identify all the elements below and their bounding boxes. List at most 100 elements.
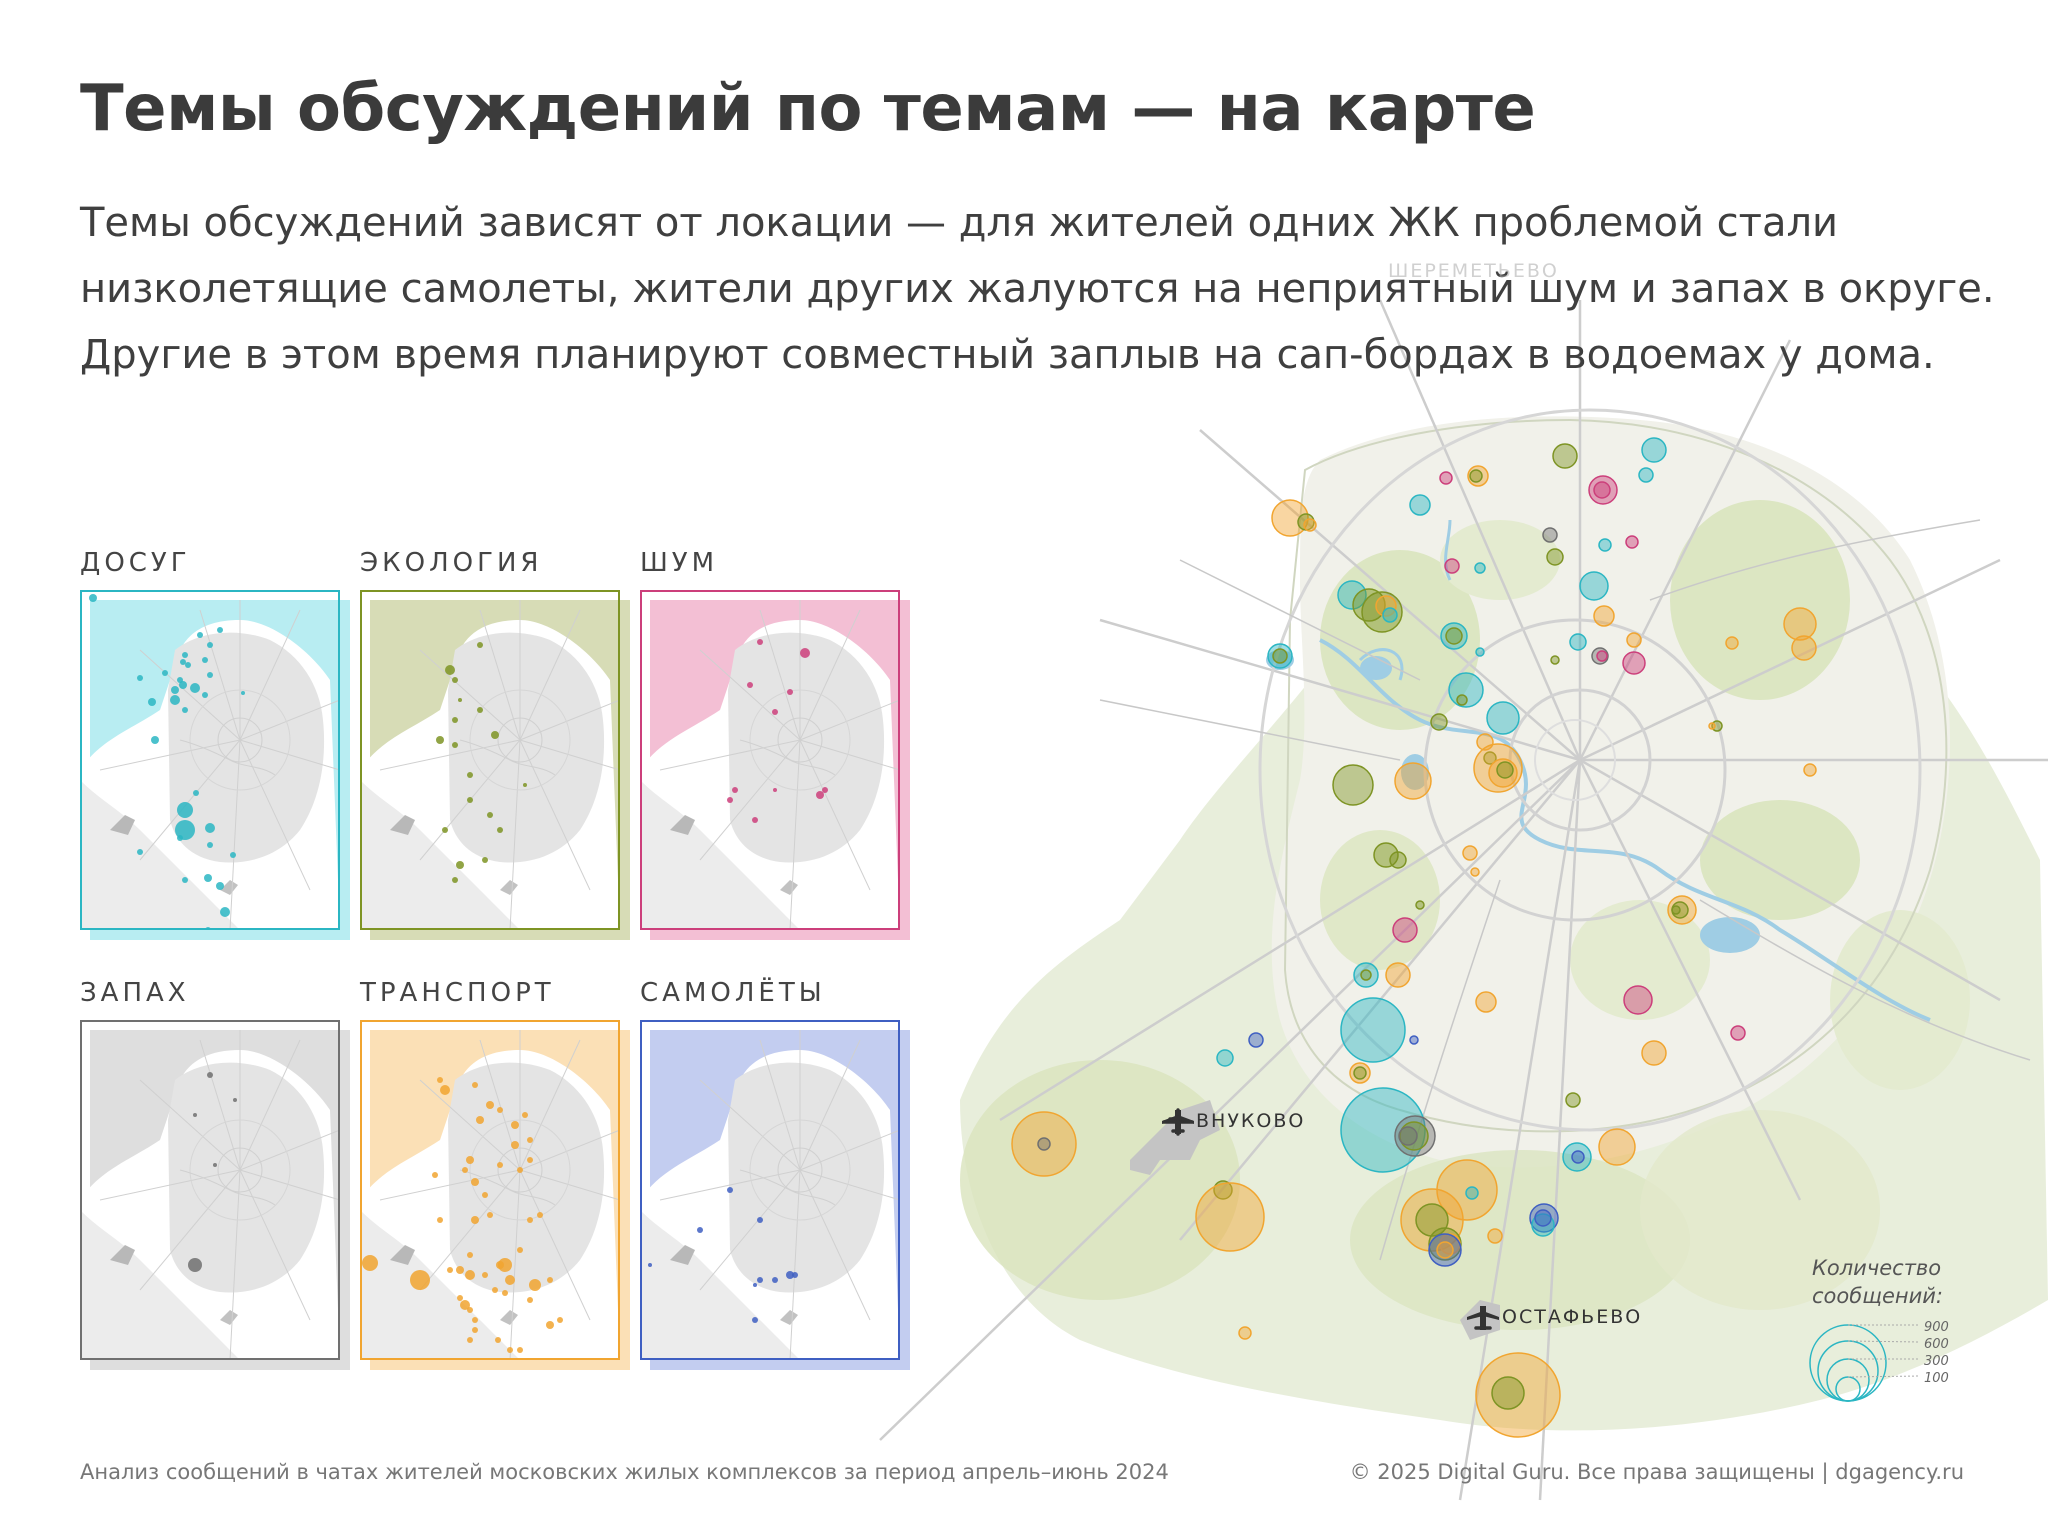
planes-bubble (1534, 1209, 1552, 1227)
panel-road (239, 1169, 311, 1321)
leisure-dot (204, 874, 212, 882)
legend-title-line: Количество (1812, 1256, 1942, 1280)
smell-bubble (1542, 527, 1558, 543)
leisure-bubble (1641, 437, 1667, 463)
noise-bubble (1588, 475, 1618, 505)
transport-dot (507, 1347, 513, 1353)
panel-label-smell: ЗАПАХ (80, 978, 190, 1008)
panel-ring-road (749, 689, 851, 791)
ecology-bubble (1496, 761, 1514, 779)
panel-road (509, 1169, 521, 1360)
panel-road (239, 1039, 301, 1171)
panel-road (519, 609, 581, 741)
panel-airport-shape (500, 1310, 518, 1325)
transport-bubble (1470, 867, 1480, 877)
noise-bubble (1623, 985, 1653, 1015)
transport-bubble (1400, 1188, 1464, 1252)
transport-bubble (1641, 1040, 1667, 1066)
noise-dot (800, 648, 810, 658)
leisure-bubble (1340, 997, 1406, 1063)
panel-border (360, 1020, 620, 1360)
transport-bubble (1238, 1326, 1252, 1340)
panel-border (640, 590, 900, 930)
panel-airport-shape (390, 815, 415, 835)
panel-map-noise (640, 590, 910, 940)
ostafyevo-airplane-icon (1467, 1306, 1499, 1330)
leisure-dot (170, 695, 180, 705)
leisure-dot (216, 882, 224, 890)
ecology-dot (436, 736, 444, 744)
leisure-bubble (1486, 701, 1520, 735)
transport-dot (467, 1252, 473, 1258)
panel-road (799, 1129, 900, 1171)
leisure-bubble (1340, 1087, 1426, 1173)
panel-road (699, 1169, 801, 1291)
leisure-dot (177, 835, 183, 841)
leisure-bubble (1474, 562, 1486, 574)
noise-dot (787, 689, 793, 695)
leisure-dot (230, 852, 236, 858)
panel-road (799, 739, 871, 891)
panel-road (759, 1039, 801, 1171)
transport-dot (471, 1178, 479, 1186)
ecology-bubble (1415, 900, 1425, 910)
panel-airport-shape (220, 880, 238, 895)
leisure-bubble (1562, 1142, 1592, 1172)
panel-road (659, 1169, 801, 1201)
ecology-bubble (1332, 764, 1374, 806)
leisure-dot (179, 681, 187, 689)
panel-ring-road (497, 717, 543, 763)
leisure-bubble (1409, 494, 1431, 516)
legend-title-line: сообщений: (1812, 1284, 1943, 1308)
panel-label-planes: САМОЛЁТЫ (640, 978, 826, 1008)
panel-road (799, 1039, 861, 1171)
panel-svg (360, 1020, 620, 1360)
page-title: Темы обсуждений по темам — на карте (80, 72, 1536, 146)
transport-dot (362, 1255, 378, 1271)
panel-road (519, 739, 591, 891)
transport-dot (457, 1295, 463, 1301)
panel-road (799, 1169, 871, 1321)
transport-bubble (1488, 758, 1518, 788)
panel-label-ecology: ЭКОЛОГИЯ (360, 548, 543, 578)
leisure-dot (171, 686, 179, 694)
transport-dot (410, 1270, 430, 1290)
panel-ring-road (189, 1119, 291, 1221)
transport-dot (465, 1270, 475, 1280)
legend-value: 100 (1924, 1371, 1949, 1386)
panel-road (379, 1169, 521, 1201)
panel-region-shape (640, 780, 800, 930)
leisure-dot (137, 675, 143, 681)
panel-road (799, 699, 900, 741)
panel-road (199, 609, 241, 741)
leisure-dot (193, 790, 199, 796)
ecology-bubble (1399, 1121, 1429, 1151)
panel-region-shape (80, 1210, 240, 1360)
panel-svg (360, 590, 620, 930)
panel-airport-shape (220, 1310, 238, 1325)
transport-dot (502, 1290, 508, 1296)
panel-airport-shape (390, 1245, 415, 1265)
transport-dot (486, 1101, 494, 1109)
transport-dot (505, 1275, 515, 1285)
panel-city-shape (448, 632, 605, 863)
ecology-dot (442, 827, 448, 833)
panel-map-planes (640, 1020, 910, 1370)
panel-road (379, 739, 521, 771)
panel-road (799, 1169, 900, 1201)
panel-river (739, 739, 836, 776)
panel-map-smell (80, 1020, 350, 1370)
transport-dot (517, 1167, 523, 1173)
smell-dot (188, 1258, 202, 1272)
ecology-bubble (1272, 648, 1288, 664)
legend-title: Количество сообщений: (1812, 1254, 1962, 1310)
panel-road (239, 1129, 340, 1171)
transport-dot (482, 1272, 488, 1278)
vnukovo-airplane-icon (1162, 1108, 1194, 1136)
ecology-dot (452, 742, 458, 748)
legend-leader-line (1847, 1340, 1921, 1343)
transport-bubble (1011, 1111, 1077, 1177)
leisure-bubble (1531, 1213, 1555, 1237)
planes-dot (772, 1277, 778, 1283)
